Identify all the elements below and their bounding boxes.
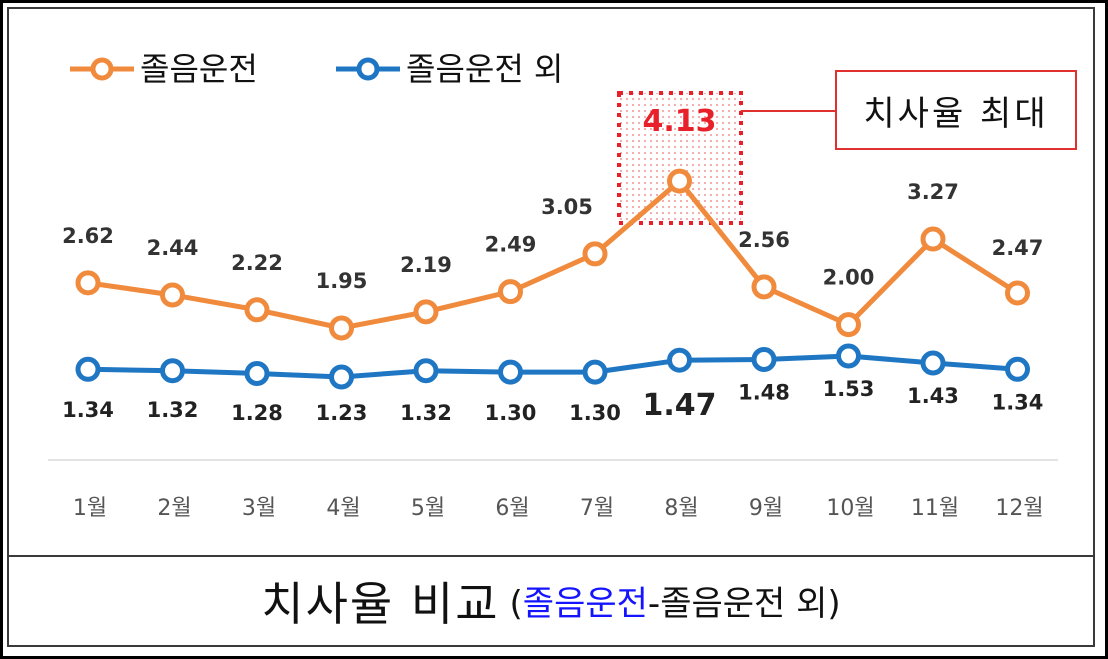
data-point-s0-6 bbox=[582, 241, 608, 267]
x-tick-label-3: 3월 bbox=[242, 496, 276, 521]
caption-drowsy-term: 졸음운전 bbox=[522, 584, 648, 624]
x-tick-label-12: 12월 bbox=[995, 496, 1043, 521]
series-line-0 bbox=[87, 178, 1019, 331]
data-point-s0-10 bbox=[920, 226, 946, 252]
data-label-s0-8: 2.56 bbox=[738, 228, 790, 252]
data-label-s0-3: 1.95 bbox=[316, 269, 368, 293]
data-label-s1-6: 1.30 bbox=[569, 401, 621, 425]
data-label-s0-0: 2.62 bbox=[62, 224, 114, 248]
x-tick-label-6: 6월 bbox=[495, 496, 529, 521]
data-label-s1-8: 1.48 bbox=[738, 381, 790, 405]
data-label-s1-0: 1.34 bbox=[62, 398, 114, 422]
max-callout-label: 치사율 최대 bbox=[863, 93, 1049, 134]
legend-item-other: 졸음운전 외 bbox=[336, 50, 563, 88]
inner-frame bbox=[7, 7, 1095, 647]
x-tick-label-11: 11월 bbox=[911, 496, 959, 521]
data-label-s1-9: 1.53 bbox=[823, 377, 875, 401]
data-label-s1-7: 1.47 bbox=[642, 388, 716, 423]
data-label-s0-6: 3.05 bbox=[541, 195, 593, 219]
x-tick-label-5: 5월 bbox=[411, 496, 445, 521]
x-tick-label-9: 9월 bbox=[749, 496, 783, 521]
data-point-s0-4 bbox=[413, 299, 439, 325]
figure-caption: 치사율 비교 (졸음운전-졸음운전 외) bbox=[9, 555, 1093, 644]
data-point-s0-1 bbox=[160, 282, 185, 308]
data-point-s1-0 bbox=[75, 356, 101, 382]
data-label-s0-9: 2.00 bbox=[823, 266, 875, 290]
legend: 졸음운전 졸음운전 외 bbox=[70, 50, 563, 88]
caption-subtitle: (졸음운전-졸음운전 외) bbox=[510, 576, 841, 625]
data-label-s1-5: 1.30 bbox=[485, 401, 537, 425]
data-point-s1-4 bbox=[413, 358, 439, 384]
caption-paren-open: ( bbox=[509, 584, 523, 624]
data-label-s1-10: 1.43 bbox=[907, 384, 959, 408]
x-tick-label-2: 2월 bbox=[157, 496, 191, 521]
data-point-s0-8 bbox=[751, 274, 777, 300]
data-point-s1-6 bbox=[582, 359, 608, 385]
series-line-1 bbox=[87, 353, 1018, 380]
x-tick-label-4: 4월 bbox=[326, 496, 360, 521]
caption-paren-close: ) bbox=[827, 584, 841, 624]
caption-other-term: 졸음운전 외 bbox=[660, 584, 828, 624]
legend-marker-drowsy bbox=[90, 57, 114, 81]
data-label-s0-2: 2.22 bbox=[231, 251, 283, 275]
max-callout-box: 치사율 최대 bbox=[835, 70, 1077, 150]
x-tick-label-8: 8월 bbox=[664, 496, 698, 521]
x-tick-label-1: 1월 bbox=[73, 496, 107, 521]
data-label-s0-11: 2.47 bbox=[992, 236, 1044, 260]
data-point-s0-3 bbox=[329, 315, 354, 341]
data-label-s0-7: 4.13 bbox=[642, 104, 716, 139]
data-point-s0-5 bbox=[498, 279, 523, 305]
data-point-s1-5 bbox=[498, 359, 523, 385]
data-label-s1-4: 1.32 bbox=[400, 401, 452, 425]
data-label-s0-10: 3.27 bbox=[907, 180, 959, 204]
caption-dash: - bbox=[647, 584, 661, 624]
data-point-s0-2 bbox=[244, 297, 270, 323]
x-tick-label-7: 7월 bbox=[580, 496, 614, 521]
data-point-s1-3 bbox=[329, 364, 354, 390]
caption-title: 치사율 비교 bbox=[261, 576, 500, 631]
data-label-s1-2: 1.28 bbox=[231, 401, 283, 425]
data-label-s0-5: 2.49 bbox=[485, 233, 537, 257]
data-label-s1-1: 1.32 bbox=[147, 398, 199, 422]
data-label-s1-3: 1.23 bbox=[316, 401, 368, 425]
data-point-s1-11 bbox=[1005, 356, 1030, 382]
data-point-s1-1 bbox=[160, 358, 185, 384]
data-point-s0-11 bbox=[1005, 280, 1030, 306]
legend-marker-other bbox=[356, 57, 380, 81]
data-point-s1-2 bbox=[244, 361, 270, 386]
data-point-s0-9 bbox=[836, 312, 861, 338]
data-point-s1-8 bbox=[751, 347, 777, 372]
data-label-s1-11: 1.34 bbox=[992, 390, 1044, 414]
data-point-s0-0 bbox=[75, 270, 101, 296]
data-label-s0-1: 2.44 bbox=[147, 236, 199, 260]
data-point-s0-7 bbox=[667, 168, 692, 194]
max-highlight-box bbox=[617, 91, 743, 225]
x-tick-label-10: 10월 bbox=[826, 496, 874, 521]
legend-item-drowsy: 졸음운전 bbox=[70, 50, 258, 88]
legend-label-drowsy: 졸음운전 bbox=[140, 50, 258, 88]
data-label-s0-4: 2.19 bbox=[400, 253, 452, 277]
legend-label-other: 졸음운전 외 bbox=[406, 50, 563, 88]
data-point-s1-9 bbox=[836, 343, 861, 369]
data-point-s1-7 bbox=[667, 347, 692, 373]
line-chart: 졸음운전 졸음운전 외 2.62 2.44 2.22 1.95 2.19 2.493.05… bbox=[48, 50, 1058, 521]
data-point-s1-10 bbox=[920, 350, 946, 376]
